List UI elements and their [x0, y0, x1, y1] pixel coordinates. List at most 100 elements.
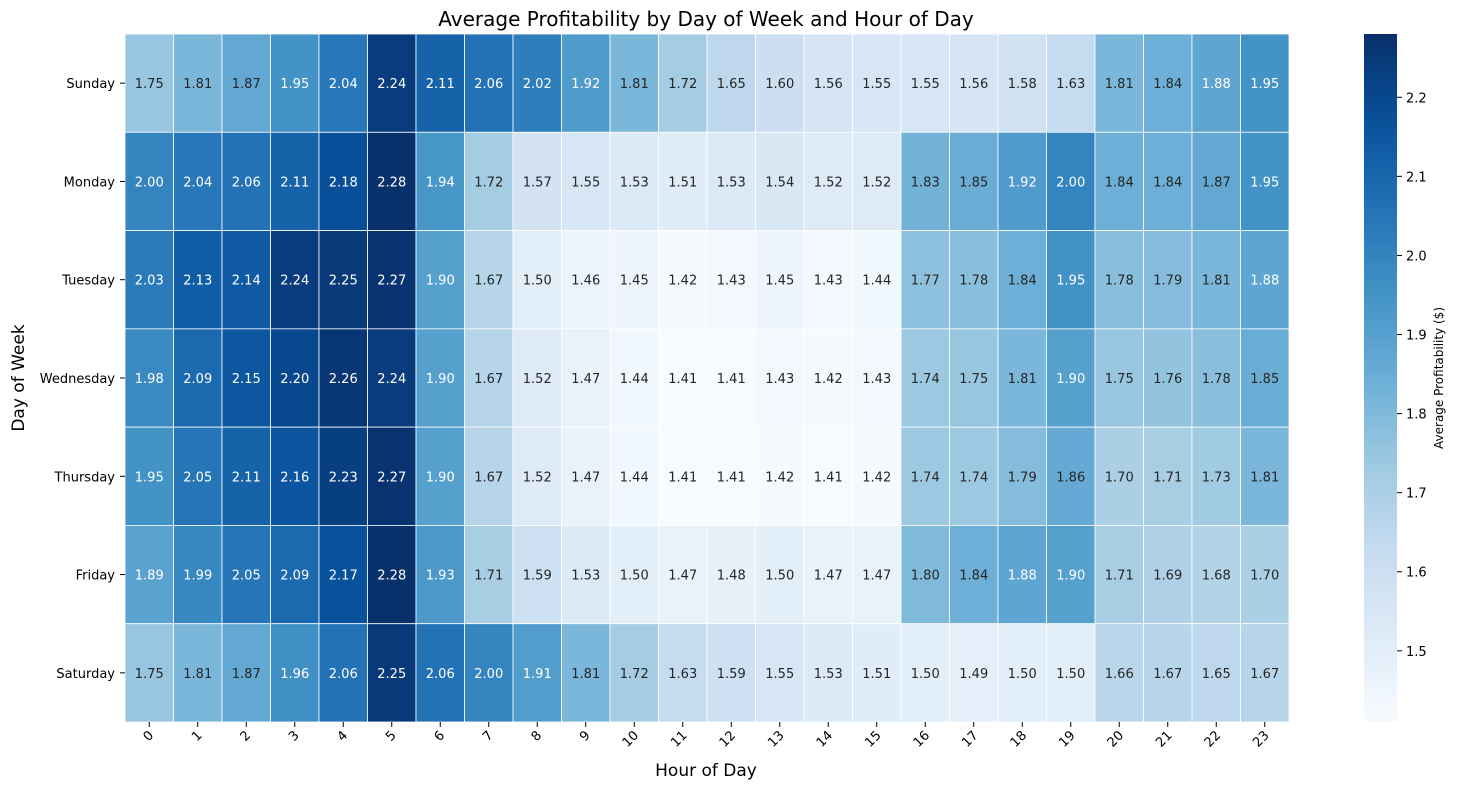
cell-value-label: 2.25 — [377, 667, 406, 682]
heatmap-cell — [1240, 426, 1290, 526]
cell-value-label: 2.11 — [426, 77, 455, 92]
cell-value-label: 2.09 — [183, 372, 212, 387]
heatmap-cell — [221, 131, 271, 231]
heatmap-cell — [949, 525, 999, 625]
x-tick-label: 0 — [141, 728, 157, 744]
cell-value-label: 1.67 — [1250, 667, 1279, 682]
cell-value-label: 1.53 — [620, 175, 649, 190]
heatmap-cell — [900, 33, 950, 133]
heatmap-cell — [270, 131, 320, 231]
heatmap-cell — [1046, 623, 1096, 723]
heatmap-cell — [221, 328, 271, 428]
cell-value-label: 1.52 — [814, 175, 843, 190]
heatmap-cell — [124, 328, 174, 428]
cell-value-label: 2.09 — [280, 569, 309, 584]
heatmap-cell — [1143, 131, 1193, 231]
x-tick-label: 2 — [238, 728, 254, 744]
heatmap-cell — [124, 131, 174, 231]
cell-value-label: 1.86 — [1056, 470, 1085, 485]
cell-value-label: 1.45 — [620, 274, 649, 289]
y-axis-label: Day of Week — [9, 324, 29, 431]
heatmap-cell — [852, 131, 902, 231]
heatmap-cell — [415, 328, 465, 428]
heatmap-cell — [173, 328, 223, 428]
cell-value-label: 1.90 — [426, 372, 455, 387]
x-axis-ticks: 0 1 2 3 4 5 6 7 8 9 10 11 12 13 14 15 16 17 18 19 20 21 22 23 — [141, 722, 1273, 751]
heatmap-cell — [318, 230, 368, 330]
y-tick-label: Friday — [76, 569, 116, 584]
cell-value-label: 1.90 — [426, 274, 455, 289]
cell-value-label: 1.43 — [765, 372, 794, 387]
cell-value-label: 1.67 — [474, 470, 503, 485]
cell-value-label: 1.67 — [474, 274, 503, 289]
heatmap-cell — [803, 328, 853, 428]
cell-value-label: 1.70 — [1250, 569, 1279, 584]
cell-value-label: 1.55 — [862, 77, 891, 92]
x-tick-label: 5 — [383, 728, 399, 744]
colorbar-tick-label: 1.6 — [1406, 566, 1427, 581]
heatmap-cell — [173, 623, 223, 723]
y-axis-ticks: Sunday Monday Tuesday Wednesday Thursday Frid… — [40, 77, 125, 682]
cell-value-label: 1.88 — [1202, 77, 1231, 92]
cell-value-label: 1.72 — [474, 175, 503, 190]
cell-value-label: 1.52 — [523, 372, 552, 387]
cell-value-label: 1.84 — [959, 569, 988, 584]
cell-value-label: 2.05 — [232, 569, 261, 584]
cell-value-label: 1.94 — [426, 175, 455, 190]
heatmap-cell — [755, 426, 805, 526]
heatmap-cell — [415, 525, 465, 625]
cell-value-label: 1.56 — [959, 77, 988, 92]
cell-value-label: 1.74 — [911, 372, 940, 387]
heatmap-cell — [221, 426, 271, 526]
y-tick-label: Wednesday — [40, 372, 116, 387]
cell-value-label: 2.27 — [377, 470, 406, 485]
x-tick-label: 17 — [959, 728, 981, 750]
cell-value-label: 1.89 — [135, 569, 164, 584]
cell-value-label: 1.95 — [1056, 274, 1085, 289]
heatmap-cell — [609, 623, 659, 723]
cell-value-label: 1.72 — [668, 77, 697, 92]
cell-value-label: 2.06 — [474, 77, 503, 92]
heatmap-cell — [221, 623, 271, 723]
cell-value-label: 1.56 — [814, 77, 843, 92]
heatmap-cell — [512, 426, 562, 526]
cell-value-label: 1.68 — [1202, 569, 1231, 584]
heatmap-cell — [658, 426, 708, 526]
heatmap-cell — [949, 230, 999, 330]
heatmap-cell — [561, 623, 611, 723]
y-tick-label: Thursday — [54, 470, 116, 485]
cell-value-label: 1.79 — [1008, 470, 1037, 485]
heatmap-cell — [173, 230, 223, 330]
cell-value-label: 2.11 — [280, 175, 309, 190]
cell-value-label: 1.42 — [765, 470, 794, 485]
heatmap-cell — [464, 525, 514, 625]
x-tick-label: 16 — [911, 728, 933, 750]
heatmap-cell — [173, 33, 223, 133]
heatmap-cell — [415, 623, 465, 723]
heatmap-cell — [755, 623, 805, 723]
cell-value-label: 2.04 — [183, 175, 212, 190]
heatmap-cell — [949, 131, 999, 231]
cell-value-label: 1.55 — [765, 667, 794, 682]
chart-title: Average Profitability by Day of Week and… — [438, 7, 974, 31]
cell-value-label: 1.57 — [523, 175, 552, 190]
cell-value-label: 1.52 — [523, 470, 552, 485]
cell-value-label: 1.88 — [1008, 569, 1037, 584]
cell-value-label: 1.45 — [765, 274, 794, 289]
heatmap-cell — [997, 230, 1047, 330]
cell-value-label: 1.53 — [717, 175, 746, 190]
cell-value-label: 1.92 — [571, 77, 600, 92]
cell-value-label: 2.00 — [1056, 175, 1085, 190]
cell-value-label: 1.71 — [474, 569, 503, 584]
cell-value-label: 1.81 — [1250, 470, 1279, 485]
heatmap-cell — [221, 230, 271, 330]
cell-value-label: 1.83 — [911, 175, 940, 190]
x-tick-label: 15 — [862, 728, 884, 750]
colorbar-tick-label: 2.1 — [1406, 170, 1427, 185]
heatmap-cell — [464, 33, 514, 133]
cell-value-label: 1.84 — [1105, 175, 1134, 190]
heatmap-cell — [609, 328, 659, 428]
cell-value-label: 1.75 — [135, 77, 164, 92]
x-tick-label: 12 — [717, 728, 739, 750]
heatmap-cell — [367, 328, 417, 428]
